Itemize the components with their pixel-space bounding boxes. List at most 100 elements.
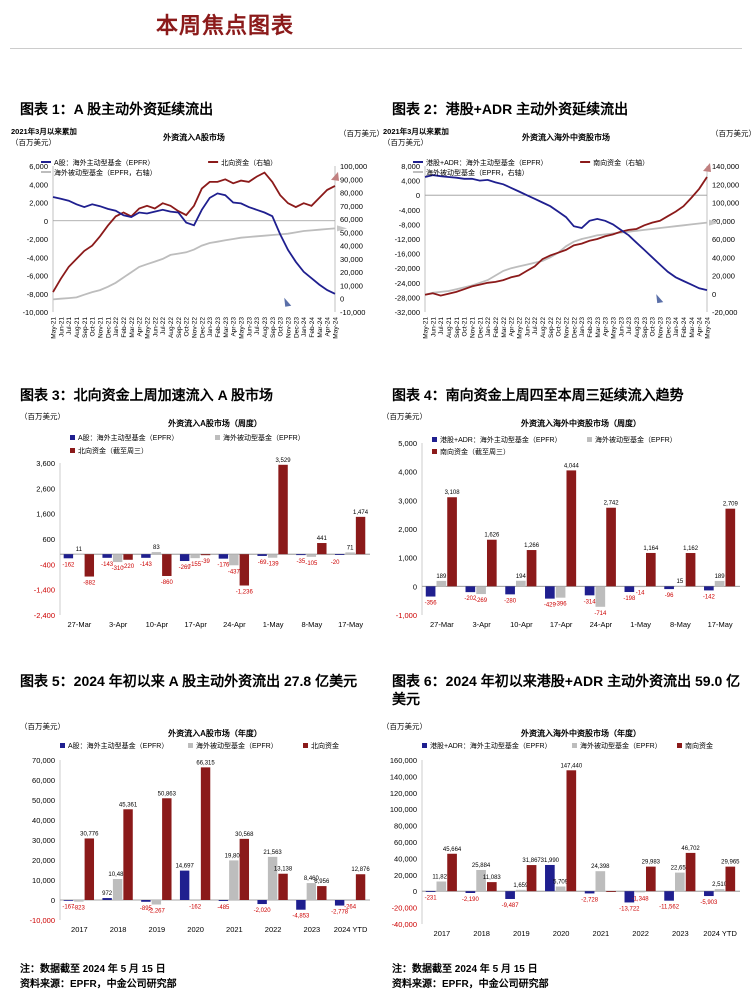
bar-1	[345, 900, 355, 901]
chart-title: 外资流入A股市场（周度）	[168, 418, 262, 428]
data-label: 29,983	[642, 860, 661, 866]
y-tick-label: 3,000	[398, 496, 417, 505]
x-tick-label: Jun-21	[430, 317, 437, 337]
x-tick-label: May-21	[423, 317, 430, 339]
bar-0	[218, 900, 229, 901]
data-label: -5,903	[700, 900, 718, 906]
bar-1	[229, 554, 239, 566]
y-tick-label: 3,600	[36, 459, 55, 468]
data-label: -882	[83, 581, 96, 587]
bar-2	[355, 516, 366, 555]
page-title: 本周焦点图表	[156, 13, 295, 38]
data-label: -96	[665, 593, 674, 599]
bar-1	[555, 586, 566, 598]
x-tick-label: Mar-22	[501, 317, 508, 338]
chart-title: 外资流入A股市场	[163, 132, 225, 142]
data-label: 11,083	[483, 875, 502, 881]
data-label: 29,965	[721, 860, 740, 866]
left-tick-label: 4,000	[401, 177, 420, 186]
bar-0	[334, 554, 345, 555]
series-line-2	[52, 227, 336, 301]
right-tick-label: 120,000	[712, 180, 739, 189]
data-label: 2,510	[712, 882, 728, 888]
chart-4: （百万美元） 外资流入海外中资股市场（周度） 5,000 4,000 3,000 2,00…	[382, 411, 740, 629]
data-label: -231	[425, 895, 438, 901]
bar-1	[306, 554, 317, 557]
data-label: -155	[189, 562, 202, 568]
data-label: 189	[715, 574, 726, 580]
bar-1	[151, 552, 162, 555]
x-tick-label: May-23	[239, 317, 246, 339]
x-tick-label: Jul-23	[254, 317, 261, 335]
right-axis-unit: （百万美元）	[711, 128, 752, 138]
bar-2	[566, 770, 577, 892]
bar-0	[624, 586, 635, 593]
y-tick-label: -1,000	[396, 611, 417, 620]
data-label: 46,702	[681, 846, 700, 852]
bar-0	[102, 898, 112, 900]
series-line-2	[424, 221, 708, 296]
axis-unit: （百万美元）	[20, 411, 65, 421]
y-tick-label: 120,000	[390, 789, 417, 798]
bar-1	[74, 900, 84, 902]
left-tick-label: 8,000	[401, 162, 420, 171]
right-tick-label: 80,000	[340, 189, 363, 198]
y-tick-label: 2,000	[398, 525, 417, 534]
series-line-0	[424, 174, 708, 291]
data-label: -356	[425, 601, 438, 607]
right-tick-label: 0	[340, 295, 344, 304]
x-tick-label: 1-May	[263, 620, 284, 629]
figure-3-title: 图表 3：北向资金上周加速流入 A 股市场	[20, 387, 274, 403]
bar-0	[704, 891, 714, 897]
x-tick-label: Nov-21	[98, 317, 105, 338]
legend-swatch	[587, 437, 592, 442]
legend-label: 海外被动型基金（EPFR）	[595, 435, 677, 444]
data-label: 4,044	[564, 463, 580, 469]
x-tick-label: Jan-22	[113, 317, 120, 337]
trend-arrow-icon	[656, 294, 664, 304]
data-label: 1,164	[643, 546, 659, 552]
y-tick-label: 600	[42, 535, 55, 544]
y-tick-label: 50,000	[32, 796, 55, 805]
chart-subtitle: 2021年3月以来累加	[11, 126, 77, 136]
bar-2	[355, 874, 366, 900]
x-tick-label: Mar-23	[595, 317, 602, 338]
y-tick-label: 70,000	[32, 756, 55, 765]
x-tick-label: Nov-22	[564, 317, 571, 338]
figure-2-title: 图表 2：港股+ADR 主动外资延续流出	[392, 101, 629, 117]
bar-0	[465, 586, 476, 593]
x-tick-label: Mar-24	[317, 317, 324, 338]
bar-2	[526, 550, 537, 587]
right-tick-label: 140,000	[712, 162, 739, 171]
x-tick-label: 2020	[553, 929, 570, 938]
legend-swatch	[70, 448, 75, 453]
bar-2	[447, 497, 457, 587]
data-label: 13,138	[274, 867, 293, 873]
y-tick-label: 0	[51, 896, 55, 905]
bar-2	[239, 838, 250, 900]
x-tick-label: Sep-22	[548, 317, 555, 338]
x-tick-label: 3-Apr	[109, 620, 128, 629]
y-tick-label: 0	[413, 582, 417, 591]
axis-unit: （百万美元）	[382, 411, 427, 421]
bar-2	[278, 464, 288, 555]
legend-swatch	[572, 743, 577, 748]
bar-1	[675, 585, 685, 587]
data-label: 19,802	[225, 853, 244, 859]
x-tick-label: Oct-23	[650, 317, 657, 337]
chart-5: （百万美元） 外资流入A股市场（年度） 70,000 60,000 50,000 40,0…	[20, 721, 370, 934]
left-tick-label: -28,000	[395, 293, 420, 302]
data-label: -167	[62, 904, 75, 910]
figure-1-title: 图表 1：A 股主动外资延续流出	[20, 101, 214, 117]
x-tick-label: May-24	[333, 317, 340, 339]
chart-3: （百万美元） 外资流入A股市场（周度） 3,600 2,600 1,600 600 -400…	[20, 411, 370, 629]
trend-arrow-icon	[331, 171, 339, 181]
y-tick-label: 140,000	[390, 772, 417, 781]
x-tick-label: May-22	[517, 317, 524, 339]
data-label: 972	[102, 891, 113, 897]
bar-1	[74, 553, 84, 555]
bar-1	[516, 889, 526, 892]
x-tick-label: Aug-22	[540, 317, 547, 338]
legend-label: 北向资金	[311, 741, 339, 750]
bar-0	[584, 891, 595, 894]
